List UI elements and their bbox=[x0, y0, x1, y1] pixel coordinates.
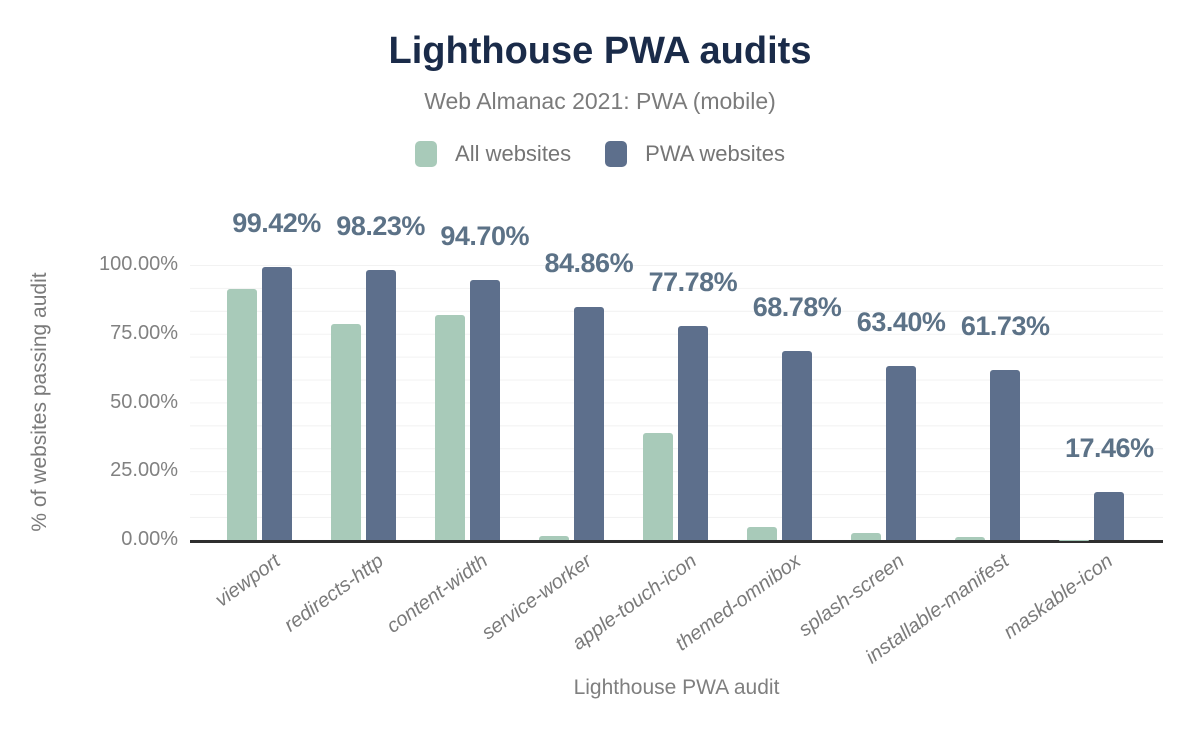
data-label-viewport: 99.42% bbox=[232, 207, 321, 238]
legend-swatch-pwa-websites bbox=[605, 141, 628, 167]
x-tick-viewport: viewport bbox=[210, 550, 284, 612]
bar-all-websites-redirects-http bbox=[330, 324, 361, 540]
x-tick-redirects-http: redirects-http bbox=[280, 550, 389, 637]
bar-pwa-websites-content-width bbox=[469, 279, 500, 540]
data-label-themed-omnibox: 68.78% bbox=[752, 291, 842, 322]
bar-pwa-websites-service-worker bbox=[573, 306, 604, 540]
bar-all-websites-installable-manifest bbox=[955, 537, 986, 540]
bar-all-websites-service-worker bbox=[538, 535, 569, 540]
legend-label-pwa-websites: PWA websites bbox=[645, 141, 785, 166]
y-tick-75: 75.00% bbox=[110, 321, 178, 344]
chart-title: Lighthouse PWA audits bbox=[388, 30, 812, 72]
data-label-apple-touch-icon: 77.78% bbox=[648, 267, 738, 298]
y-tick-25: 25.00% bbox=[110, 459, 178, 482]
bar-pwa-websites-themed-omnibox bbox=[782, 350, 812, 540]
data-label-service-worker: 84.86% bbox=[544, 247, 634, 278]
legend-label-all-websites: All websites bbox=[455, 141, 572, 166]
data-label-splash-screen: 63.40% bbox=[856, 306, 946, 337]
legend-item-pwa-websites: PWA websites bbox=[605, 141, 785, 167]
bar-all-websites-content-width bbox=[434, 314, 465, 540]
bar-pwa-websites-splash-screen bbox=[886, 365, 917, 540]
bar-pwa-websites-viewport bbox=[261, 266, 292, 540]
y-tick-100: 100.00% bbox=[99, 253, 178, 275]
data-label-installable-manifest: 61.73% bbox=[960, 311, 1050, 342]
bar-pwa-websites-maskable-icon bbox=[1094, 492, 1125, 540]
data-label-maskable-icon: 17.46% bbox=[1065, 433, 1154, 463]
y-tick-50: 50.00% bbox=[110, 390, 178, 413]
data-label-redirects-http: 98.23% bbox=[336, 210, 425, 241]
bar-pwa-websites-installable-manifest bbox=[990, 370, 1021, 540]
x-tick-maskable-icon: maskable-icon bbox=[999, 550, 1117, 644]
bar-all-websites-viewport bbox=[226, 288, 257, 540]
y-tick-0: 0.00% bbox=[121, 528, 178, 550]
bar-pwa-websites-redirects-http bbox=[365, 269, 396, 540]
legend-item-all-websites: All websites bbox=[415, 141, 571, 167]
bar-all-websites-apple-touch-icon bbox=[642, 432, 673, 540]
bar-pwa-websites-apple-touch-icon bbox=[677, 326, 708, 540]
plot-area: 99.42% viewport 98.23% redirects-http 94.70%… bbox=[190, 208, 1163, 668]
data-label-content-width: 94.70% bbox=[440, 220, 529, 251]
chart-subtitle: Web Almanac 2021: PWA (mobile) bbox=[424, 88, 776, 114]
legend: All websites PWA websites bbox=[0, 140, 1200, 168]
bar-all-websites-splash-screen bbox=[851, 533, 882, 540]
x-tick-content-width: content-width bbox=[382, 550, 493, 638]
bar-all-websites-themed-omnibox bbox=[747, 527, 777, 540]
legend-swatch-all-websites bbox=[415, 141, 438, 167]
x-axis-title: Lighthouse PWA audit bbox=[573, 676, 780, 699]
